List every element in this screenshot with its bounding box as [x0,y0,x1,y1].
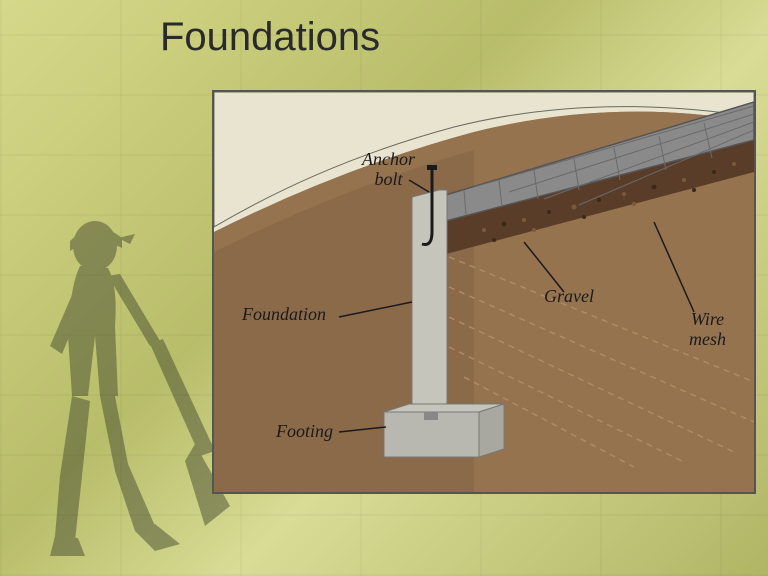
footing-side [479,404,504,457]
slide: Foundations [0,0,768,576]
foundation-wall-top [412,190,447,412]
slide-title: Foundations [160,15,380,60]
label-footing: Footing [276,422,333,442]
worker-silhouette [0,196,240,576]
label-wire-mesh: Wire mesh [689,310,726,350]
label-foundation: Foundation [242,305,326,325]
footing-keyway [424,412,438,420]
foundation-diagram: Anchor bolt Foundation Footing Gravel Wi… [212,90,756,494]
anchor-bolt-nut [427,165,437,170]
label-anchor-bolt: Anchor bolt [362,150,415,190]
label-gravel: Gravel [544,287,594,307]
